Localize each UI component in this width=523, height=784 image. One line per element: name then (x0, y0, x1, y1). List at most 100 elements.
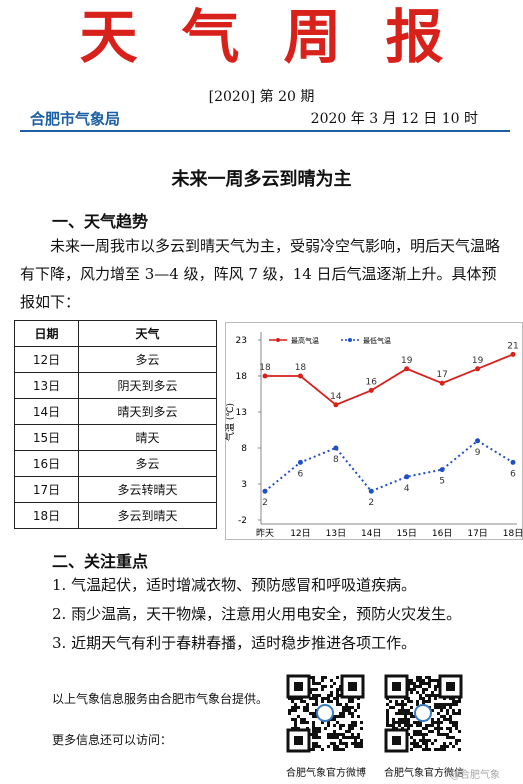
qr-module (443, 742, 446, 745)
table-row: 13日 阴天到多云 (14, 372, 218, 399)
table-cell: 18日 (14, 502, 79, 529)
qr-finder (294, 736, 303, 745)
qr-module (410, 748, 413, 751)
data-point (297, 459, 303, 465)
qr-module (395, 700, 398, 703)
table-row: 16日 多云 (14, 450, 218, 477)
qr-module (452, 712, 455, 715)
qr-module (315, 730, 318, 733)
qr-module (321, 679, 324, 682)
qr-module (339, 712, 342, 715)
data-point (404, 474, 410, 480)
qr-module (294, 703, 297, 706)
qr-module (336, 748, 339, 751)
qr-module (425, 694, 428, 697)
qr-module (339, 748, 342, 751)
qr-module (321, 676, 324, 679)
qr-module (386, 715, 389, 718)
table-cell: 多云到晴天 (77, 502, 218, 529)
qr-module (440, 748, 443, 751)
qr-module (431, 694, 434, 697)
qr-module (336, 676, 339, 679)
qr-module (345, 703, 348, 706)
qr-module (413, 745, 416, 748)
legend-marker (276, 338, 280, 342)
qr-module (386, 709, 389, 712)
organization: 合肥市气象局 (30, 110, 121, 128)
qr-module (336, 715, 339, 718)
qr-module (288, 709, 291, 712)
qr-module (449, 721, 452, 724)
chart: 气温 (℃) -2 3 8 13 18 23 昨天 12日 13日 14日 15日 16日 17日 18日… (225, 322, 523, 540)
data-point (510, 351, 516, 357)
qr-module (321, 748, 324, 751)
qr-finder (392, 682, 401, 691)
qr-module (300, 700, 303, 703)
table-header-row: 日期 天气 (14, 320, 218, 347)
qr-module (330, 733, 333, 736)
qr-module (425, 724, 428, 727)
qr-module (342, 715, 345, 718)
qr-module (321, 697, 324, 700)
data-label: 6 (298, 469, 304, 479)
qr-module (422, 691, 425, 694)
qr-module (455, 721, 458, 724)
qr-module (360, 739, 363, 742)
qr-module (425, 682, 428, 685)
legend-marker (348, 338, 352, 342)
qr-finder (294, 682, 303, 691)
data-label: 9 (475, 448, 481, 458)
qr-module (443, 703, 446, 706)
qr-module (327, 694, 330, 697)
qr-module (315, 733, 318, 736)
qr-module (312, 736, 315, 739)
qr-module (428, 676, 431, 679)
qr-module (339, 724, 342, 727)
qr-module (455, 724, 458, 727)
qr-module (437, 724, 440, 727)
table-header-cell: 天气 (77, 320, 218, 347)
qr-module (413, 682, 416, 685)
table-cell: 12日 (14, 346, 79, 373)
qr-module (413, 688, 416, 691)
qr-module (413, 685, 416, 688)
qr-module (336, 721, 339, 724)
qr-module (324, 697, 327, 700)
qr-module (333, 742, 336, 745)
qr-module (386, 703, 389, 706)
qr-module (440, 706, 443, 709)
qr-module (407, 700, 410, 703)
qr-module (315, 682, 318, 685)
qr-module (392, 724, 395, 727)
data-point (475, 366, 481, 372)
qr-module (291, 709, 294, 712)
qr-module (392, 718, 395, 721)
qr-module (312, 745, 315, 748)
qr-module (404, 718, 407, 721)
data-point (368, 488, 374, 494)
data-point (404, 366, 410, 372)
data-label: 19 (401, 356, 413, 366)
qr-module (360, 745, 363, 748)
qr-module (428, 724, 431, 727)
qr-module (291, 700, 294, 703)
data-label: 18 (259, 363, 271, 373)
qr-module (360, 721, 363, 724)
qr-module (416, 676, 419, 679)
qr-module (291, 718, 294, 721)
qr-module (452, 703, 455, 706)
y-label: 气温 (℃) (225, 403, 236, 441)
qr-module (398, 721, 401, 724)
qr-module (422, 733, 425, 736)
qr-module (455, 712, 458, 715)
qr-module (422, 688, 425, 691)
qr-module (446, 736, 449, 739)
qr-module (318, 682, 321, 685)
qr-module (291, 706, 294, 709)
qr-module (455, 700, 458, 703)
qr-module (431, 691, 434, 694)
qr-module (315, 703, 318, 706)
table-cell: 阴天到多云 (77, 372, 218, 399)
issue: [2020] 第 20 期 (208, 89, 315, 105)
qr-module (312, 676, 315, 679)
